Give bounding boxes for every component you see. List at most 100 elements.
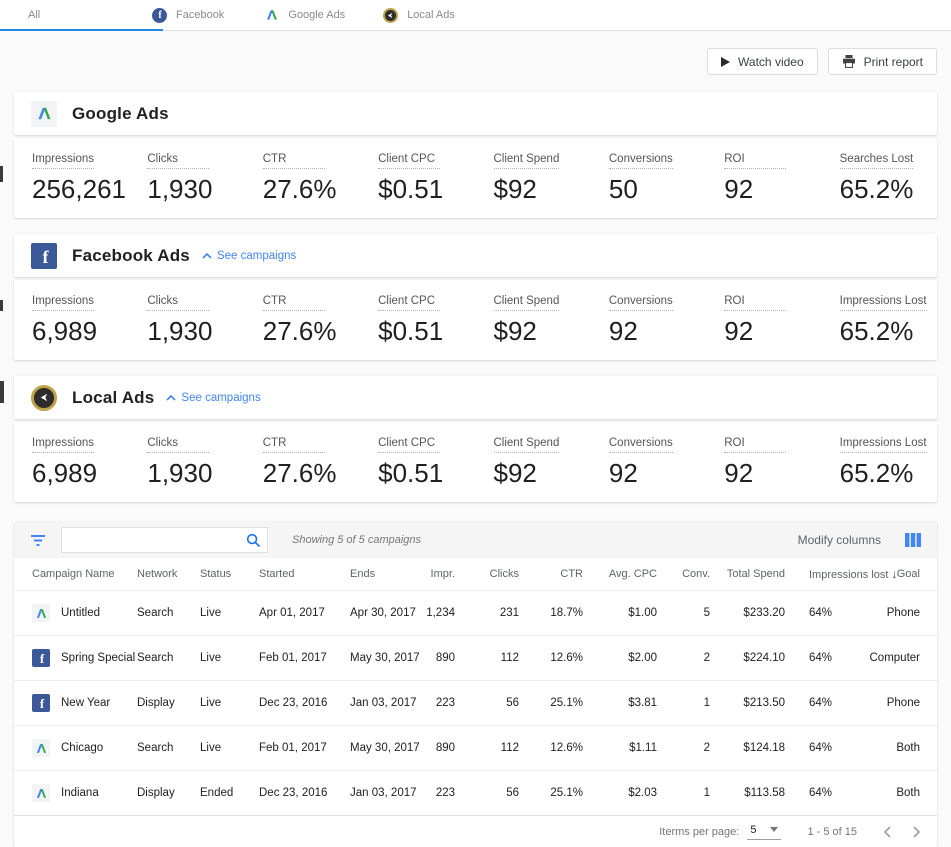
metric-label[interactable]: Conversions bbox=[608, 295, 673, 311]
tab-google-ads-label: Google Ads bbox=[288, 9, 346, 21]
screen-edge-artifact bbox=[0, 300, 3, 311]
metric-label[interactable]: Client Spend bbox=[493, 437, 560, 453]
prev-page-button[interactable] bbox=[883, 825, 891, 838]
metric-label[interactable]: Impressions bbox=[32, 295, 94, 311]
google-ads-icon bbox=[31, 100, 57, 127]
metric: Conversions 50 bbox=[591, 149, 706, 205]
campaign-name-cell: Indiana bbox=[32, 784, 137, 802]
metric: Clicks 1,930 bbox=[129, 433, 244, 489]
metric-label[interactable]: Conversions bbox=[608, 437, 673, 453]
metric-label[interactable]: Searches Lost bbox=[839, 153, 914, 169]
avg-cpc-cell: $1.11 bbox=[629, 742, 657, 754]
watch-video-button[interactable]: Watch video bbox=[707, 48, 818, 75]
metric: Impressions 6,989 bbox=[14, 291, 129, 347]
metric-label[interactable]: Conversions bbox=[608, 153, 673, 169]
metric: Impressions Lost 65.2% bbox=[822, 433, 937, 489]
metric: ROI 92 bbox=[706, 149, 821, 205]
metric: Conversions 92 bbox=[591, 291, 706, 347]
column-header-avg-cpc[interactable]: Avg. CPC bbox=[608, 568, 657, 580]
local-ads-section: Local Ads See campaigns Impressions 6,98… bbox=[14, 376, 937, 502]
column-header-goal[interactable]: Goal bbox=[896, 568, 920, 580]
campaign-row[interactable]: Indiana Display Ended Dec 23, 2016 Jan 0… bbox=[14, 770, 937, 815]
metric-value: 65.2% bbox=[839, 458, 914, 488]
campaign-row[interactable]: f New Year Display Live Dec 23, 2016 Jan… bbox=[14, 680, 937, 725]
impressions-cell: 890 bbox=[435, 742, 455, 754]
items-per-page-select[interactable]: 5 bbox=[747, 823, 782, 840]
metric-label[interactable]: Impressions Lost bbox=[839, 437, 927, 453]
metric-value: $0.51 bbox=[378, 316, 444, 346]
tab-all[interactable]: All bbox=[0, 0, 95, 30]
google-ads-icon bbox=[32, 604, 50, 622]
campaign-row[interactable]: Untitled Search Live Apr 01, 2017 Apr 30… bbox=[14, 590, 937, 635]
google-ads-icon bbox=[32, 784, 50, 802]
metric-label[interactable]: CTR bbox=[262, 295, 325, 311]
metric-label[interactable]: Impressions bbox=[32, 437, 94, 453]
metric-value: 65.2% bbox=[839, 316, 914, 346]
campaign-name: Untitled bbox=[61, 607, 100, 619]
metric: Client Spend $92 bbox=[476, 149, 591, 205]
metric-label[interactable]: ROI bbox=[724, 437, 787, 453]
ends-cell: May 30, 2017 bbox=[350, 652, 420, 664]
column-header-ctr[interactable]: CTR bbox=[560, 568, 583, 580]
metric-label[interactable]: Clicks bbox=[147, 437, 210, 453]
clicks-cell: 56 bbox=[506, 697, 519, 709]
metric-label[interactable]: ROI bbox=[724, 153, 787, 169]
column-header-network[interactable]: Network bbox=[137, 568, 178, 580]
metric-value: 1,930 bbox=[147, 316, 213, 346]
column-header-clicks[interactable]: Clicks bbox=[489, 568, 519, 580]
local-ads-header-card: Local Ads See campaigns bbox=[14, 376, 937, 419]
campaign-row[interactable]: f Spring Special Search Live Feb 01, 201… bbox=[14, 635, 937, 680]
ctr-cell: 12.6% bbox=[550, 652, 583, 664]
campaign-row[interactable]: Chicago Search Live Feb 01, 2017 May 30,… bbox=[14, 725, 937, 770]
items-per-page-label: Iterms per page: bbox=[659, 825, 740, 838]
search-icon[interactable] bbox=[246, 533, 261, 553]
metric-label[interactable]: Impressions Lost bbox=[839, 295, 927, 311]
metric-label[interactable]: Client Spend bbox=[493, 153, 560, 169]
google-ads-section: Google Ads Impressions 256,261 Clicks 1,… bbox=[14, 92, 937, 218]
facebook-icon: f bbox=[31, 242, 57, 269]
metric-label[interactable]: Client CPC bbox=[378, 153, 441, 169]
column-header-status[interactable]: Status bbox=[200, 568, 232, 580]
column-header-started[interactable]: Started bbox=[259, 568, 295, 580]
print-report-label: Print report bbox=[863, 54, 923, 69]
section-title: Local Ads bbox=[72, 387, 155, 407]
filter-button[interactable] bbox=[30, 534, 46, 547]
metric-label[interactable]: Impressions bbox=[32, 153, 94, 169]
campaigns-table-card: Showing 5 of 5 campaigns Modify columns … bbox=[14, 522, 937, 847]
columns-icon[interactable] bbox=[905, 533, 921, 547]
metric-label[interactable]: CTR bbox=[262, 437, 325, 453]
print-report-button[interactable]: Print report bbox=[827, 48, 937, 75]
see-campaigns-link[interactable]: See campaigns bbox=[166, 392, 261, 404]
metric-label[interactable]: Client CPC bbox=[378, 437, 441, 453]
total-spend-cell: $213.50 bbox=[743, 697, 785, 709]
clicks-cell: 56 bbox=[506, 787, 519, 799]
column-header-ends[interactable]: Ends bbox=[350, 568, 376, 580]
ctr-cell: 12.6% bbox=[550, 742, 583, 754]
items-per-page-value: 5 bbox=[750, 823, 757, 836]
column-header-conv[interactable]: Conv. bbox=[682, 568, 710, 580]
see-campaigns-link[interactable]: See campaigns bbox=[202, 250, 296, 262]
modify-columns-button[interactable]: Modify columns bbox=[797, 533, 881, 547]
column-header-total-spend[interactable]: Total Spend bbox=[726, 568, 785, 580]
facebook-icon: f bbox=[32, 694, 50, 712]
search-input[interactable] bbox=[62, 528, 267, 552]
column-header-impr[interactable]: Impr. bbox=[430, 568, 455, 580]
metric-label[interactable]: ROI bbox=[724, 295, 787, 311]
google-ads-header-card: Google Ads bbox=[14, 92, 937, 135]
tab-local-ads[interactable]: Local Ads bbox=[345, 0, 455, 30]
campaign-name: Indiana bbox=[61, 787, 99, 799]
tab-google-ads[interactable]: Google Ads bbox=[224, 0, 345, 30]
metric-label[interactable]: CTR bbox=[262, 153, 325, 169]
next-page-button[interactable] bbox=[913, 825, 921, 838]
column-header-impressions-lost[interactable]: Impressions lost ↓ bbox=[785, 567, 897, 581]
network-cell: Search bbox=[137, 742, 174, 754]
metric-label[interactable]: Clicks bbox=[147, 295, 210, 311]
column-header-campaign-name[interactable]: Campaign Name bbox=[32, 568, 115, 580]
conversions-cell: 1 bbox=[703, 787, 710, 799]
metric-label[interactable]: Client Spend bbox=[493, 295, 560, 311]
metric-label[interactable]: Clicks bbox=[147, 153, 210, 169]
tab-facebook[interactable]: f Facebook bbox=[95, 0, 224, 30]
metric-label[interactable]: Client CPC bbox=[378, 295, 441, 311]
clicks-cell: 231 bbox=[499, 607, 519, 619]
local-ads-icon bbox=[383, 7, 399, 23]
